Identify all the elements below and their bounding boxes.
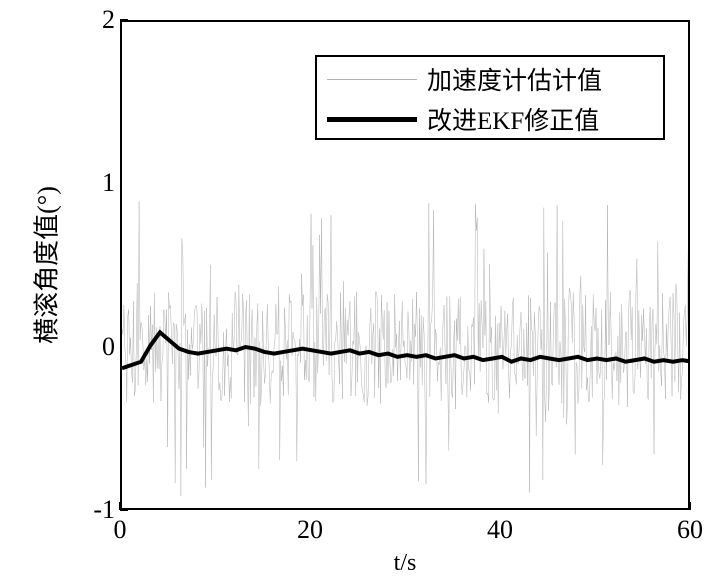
legend-item: 改进EKF修正值 bbox=[327, 99, 599, 139]
legend-label: 改进EKF修正值 bbox=[427, 101, 599, 137]
x-tick-label: 0 bbox=[114, 515, 127, 545]
legend-label: 加速度计估计值 bbox=[427, 61, 602, 97]
y-tick-label: 0 bbox=[55, 332, 115, 362]
legend-line-sample bbox=[327, 79, 417, 80]
y-tick-label: 2 bbox=[55, 5, 115, 35]
legend-box: 加速度计估计值改进EKF修正值 bbox=[315, 55, 665, 140]
x-tick-label: 20 bbox=[297, 515, 323, 545]
x-tick-label: 60 bbox=[677, 515, 703, 545]
noisy-series bbox=[122, 201, 690, 496]
x-tick-label: 40 bbox=[487, 515, 513, 545]
chart-container: 横滚角度值(°) t/s -1012 0204060 加速度计估计值改进EKF修… bbox=[30, 10, 700, 565]
legend-item: 加速度计估计值 bbox=[327, 59, 602, 99]
y-axis-label: 横滚角度值(°) bbox=[27, 186, 64, 344]
y-tick-label: -1 bbox=[55, 495, 115, 525]
legend-line-sample bbox=[327, 117, 417, 122]
x-axis-label: t/s bbox=[394, 550, 417, 577]
y-tick-label: 1 bbox=[55, 168, 115, 198]
